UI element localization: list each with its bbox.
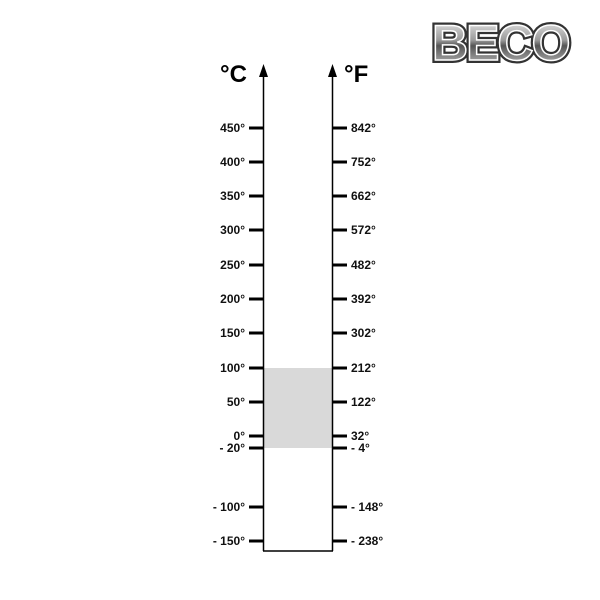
fahrenheit-tick-label: - 4° <box>351 441 370 455</box>
beco-logo: BECO BECO <box>429 12 574 74</box>
fahrenheit-tick-label: 572° <box>351 223 376 237</box>
celsius-tick-label: 250° <box>220 258 245 272</box>
fahrenheit-unit-label: °F <box>344 61 368 88</box>
celsius-arrow-icon <box>259 64 268 77</box>
fahrenheit-tick-label: 482° <box>351 258 376 272</box>
fahrenheit-arrow-icon <box>328 64 337 77</box>
fahrenheit-tick-label: - 238° <box>351 534 383 548</box>
celsius-tick-label: 50° <box>227 395 245 409</box>
celsius-unit-label: °C <box>220 61 247 88</box>
celsius-tick-label: 150° <box>220 326 245 340</box>
svg-text:BECO: BECO <box>432 15 569 71</box>
celsius-tick-label: - 100° <box>213 500 245 514</box>
celsius-tick-label: 200° <box>220 292 245 306</box>
svg-text:BECO: BECO <box>432 15 569 71</box>
fahrenheit-tick-label: - 148° <box>351 500 383 514</box>
fahrenheit-tick-label: 302° <box>351 326 376 340</box>
celsius-tick-label: 0° <box>234 429 246 443</box>
celsius-tick-label: 300° <box>220 223 245 237</box>
highlight-range <box>264 368 332 448</box>
fahrenheit-tick-label: 122° <box>351 395 376 409</box>
celsius-tick-label: 350° <box>220 189 245 203</box>
celsius-tick-label: - 20° <box>220 441 246 455</box>
fahrenheit-tick-label: 212° <box>351 361 376 375</box>
fahrenheit-tick-label: 32° <box>351 429 369 443</box>
fahrenheit-tick-label: 842° <box>351 121 376 135</box>
celsius-tick-label: - 150° <box>213 534 245 548</box>
celsius-tick-label: 100° <box>220 361 245 375</box>
fahrenheit-tick-label: 662° <box>351 189 376 203</box>
celsius-tick-label: 450° <box>220 121 245 135</box>
celsius-tick-label: 400° <box>220 155 245 169</box>
fahrenheit-tick-label: 752° <box>351 155 376 169</box>
fahrenheit-tick-label: 392° <box>351 292 376 306</box>
